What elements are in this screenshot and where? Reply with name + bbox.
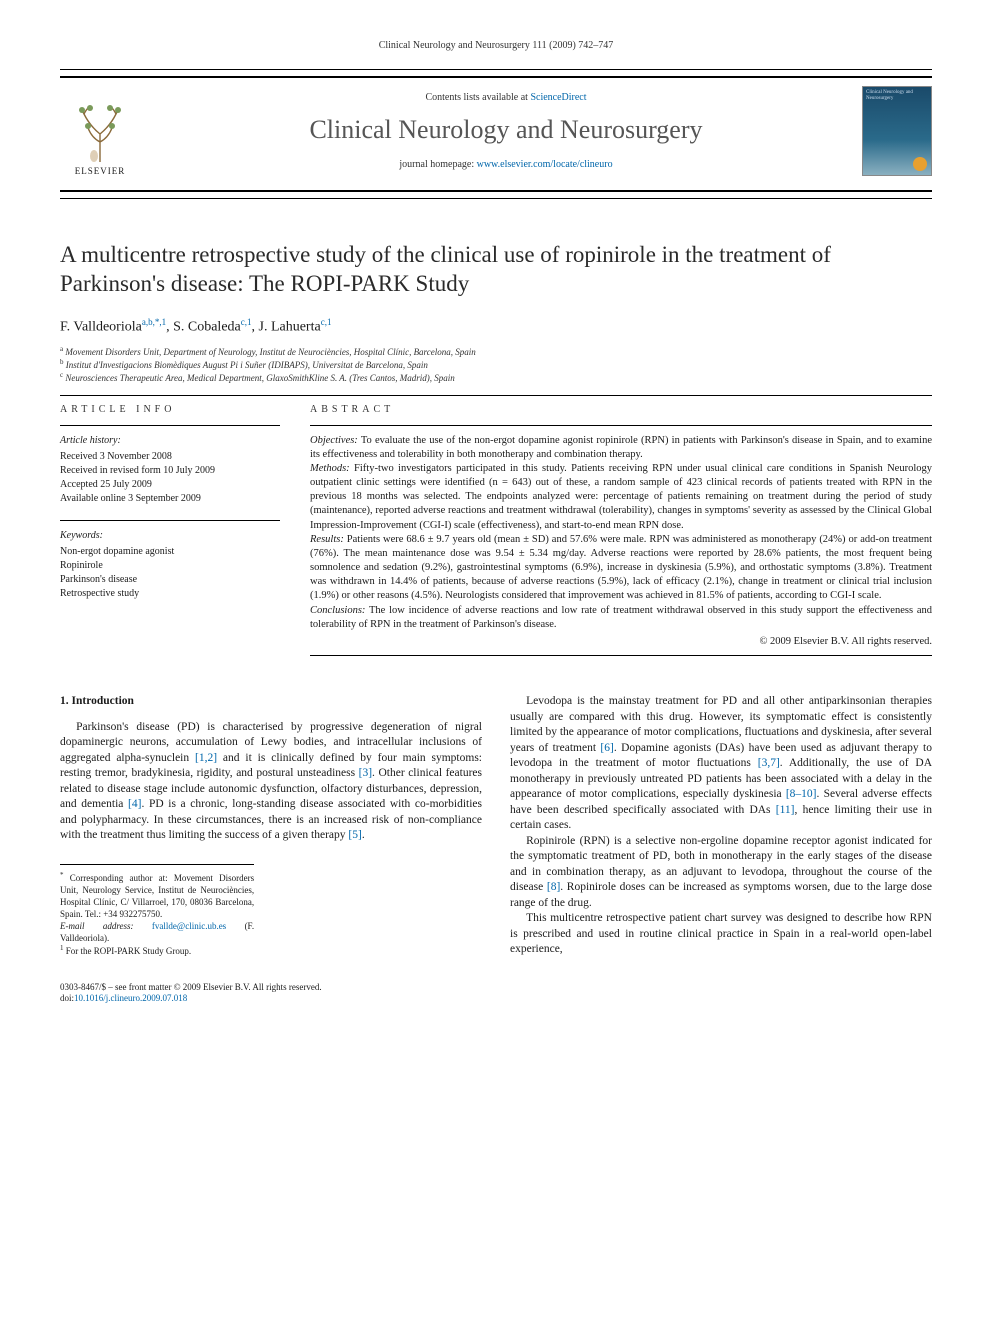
history-label: Article history: — [60, 434, 280, 448]
corresponding-author-note: * Corresponding author at: Movement Diso… — [60, 871, 254, 921]
affiliations: a Movement Disorders Unit, Department of… — [60, 345, 932, 384]
abstract-section: Results: Patients were 68.6 ± 9.7 years … — [310, 533, 932, 604]
tree-icon — [72, 104, 128, 164]
journal-homepage-line: journal homepage: www.elsevier.com/locat… — [150, 159, 862, 170]
email-link[interactable]: fvallde@clinic.ub.es — [152, 921, 226, 931]
history-line: Available online 3 September 2009 — [60, 492, 280, 506]
divider — [310, 425, 932, 426]
elsevier-logo: ELSEVIER — [60, 86, 140, 176]
doi-label: doi: — [60, 993, 74, 1003]
group-note: 1 For the ROPI-PARK Study Group. — [60, 944, 254, 957]
citation-link[interactable]: [1,2] — [195, 752, 217, 764]
section-title: Introduction — [72, 695, 134, 707]
keywords-block: Keywords: Non-ergot dopamine agonistRopi… — [60, 529, 280, 601]
citation-link[interactable]: [3,7] — [758, 757, 780, 769]
abstract-heading: abstract — [310, 404, 932, 415]
homepage-prefix: journal homepage: — [399, 159, 476, 170]
footnote-text: For the ROPI-PARK Study Group. — [66, 946, 191, 956]
contents-prefix: Contents lists available at — [425, 92, 530, 103]
homepage-link[interactable]: www.elsevier.com/locate/clineuro — [477, 159, 613, 170]
body-columns: 1. Introduction Parkinson's disease (PD)… — [60, 694, 932, 958]
citation-link[interactable]: [6] — [600, 742, 613, 754]
footnote-mark: * — [60, 871, 64, 879]
keywords-label: Keywords: — [60, 529, 280, 543]
body-paragraph: Parkinson's disease (PD) is characterise… — [60, 720, 482, 844]
email-label: E-mail address: — [60, 921, 152, 931]
body-paragraph: Levodopa is the mainstay treatment for P… — [510, 694, 932, 834]
footnotes: * Corresponding author at: Movement Diso… — [60, 864, 254, 958]
affiliation-line: a Movement Disorders Unit, Department of… — [60, 345, 932, 358]
body-text: . Ropinirole doses can be increased as s… — [510, 881, 932, 909]
article-history: Article history: Received 3 November 200… — [60, 434, 280, 506]
page-footer: 0303-8467/$ – see front matter © 2009 El… — [60, 982, 932, 1005]
running-head: Clinical Neurology and Neurosurgery 111 … — [60, 40, 932, 51]
cover-title: Clinical Neurology and Neurosurgery — [866, 90, 928, 101]
sciencedirect-link[interactable]: ScienceDirect — [530, 92, 586, 103]
abstract-section: Objectives: To evaluate the use of the n… — [310, 434, 932, 462]
journal-cover-thumbnail: Clinical Neurology and Neurosurgery — [862, 86, 932, 176]
cover-badge-icon — [913, 157, 927, 171]
citation-link[interactable]: [3] — [359, 767, 372, 779]
article-info-column: article info Article history: Received 3… — [60, 404, 280, 664]
abstract-section: Methods: Fifty-two investigators partici… — [310, 462, 932, 533]
article-info-heading: article info — [60, 404, 280, 415]
affiliation-line: b Institut d'Investigacions Biomèdiques … — [60, 358, 932, 371]
footnote-mark: 1 — [60, 944, 64, 952]
history-line: Received 3 November 2008 — [60, 450, 280, 464]
history-line: Received in revised form 10 July 2009 — [60, 464, 280, 478]
doi-link[interactable]: 10.1016/j.clineuro.2009.07.018 — [74, 993, 187, 1003]
contents-line: Contents lists available at ScienceDirec… — [150, 92, 862, 103]
keyword: Non-ergot dopamine agonist — [60, 545, 280, 559]
citation-link[interactable]: [11] — [776, 804, 795, 816]
affiliation-line: c Neurosciences Therapeutic Area, Medica… — [60, 371, 932, 384]
section-number: 1. — [60, 695, 69, 707]
body-paragraph: Ropinirole (RPN) is a selective non-ergo… — [510, 834, 932, 912]
email-line: E-mail address: fvallde@clinic.ub.es (F.… — [60, 920, 254, 944]
body-text: . — [362, 829, 365, 841]
keyword: Retrospective study — [60, 587, 280, 601]
front-matter-line: 0303-8467/$ – see front matter © 2009 El… — [60, 982, 932, 994]
citation-link[interactable]: [8] — [547, 881, 560, 893]
citation-link[interactable]: [8–10] — [786, 788, 817, 800]
body-paragraph: This multicentre retrospective patient c… — [510, 911, 932, 958]
journal-name: Clinical Neurology and Neurosurgery — [150, 115, 862, 145]
divider — [60, 395, 932, 396]
divider — [310, 655, 932, 656]
keyword: Ropinirole — [60, 559, 280, 573]
divider — [60, 425, 280, 426]
publisher-name: ELSEVIER — [75, 166, 126, 176]
section-heading: 1. Introduction — [60, 694, 482, 710]
article-title: A multicentre retrospective study of the… — [60, 241, 932, 299]
author-list: F. Valldeoriolaa,b,*,1, S. Cobaledac,1, … — [60, 317, 932, 336]
footnote-text: Corresponding author at: Movement Disord… — [60, 873, 254, 919]
masthead: ELSEVIER Contents lists available at Sci… — [60, 69, 932, 199]
citation-link[interactable]: [4] — [128, 798, 141, 810]
citation-link[interactable]: [5] — [348, 829, 361, 841]
copyright-line: © 2009 Elsevier B.V. All rights reserved… — [310, 636, 932, 647]
keyword: Parkinson's disease — [60, 573, 280, 587]
abstract-body: Objectives: To evaluate the use of the n… — [310, 434, 932, 632]
abstract-column: abstract Objectives: To evaluate the use… — [310, 404, 932, 664]
divider — [60, 520, 280, 521]
history-line: Accepted 25 July 2009 — [60, 478, 280, 492]
doi-line: doi:10.1016/j.clineuro.2009.07.018 — [60, 993, 932, 1005]
abstract-section: Conclusions: The low incidence of advers… — [310, 604, 932, 632]
